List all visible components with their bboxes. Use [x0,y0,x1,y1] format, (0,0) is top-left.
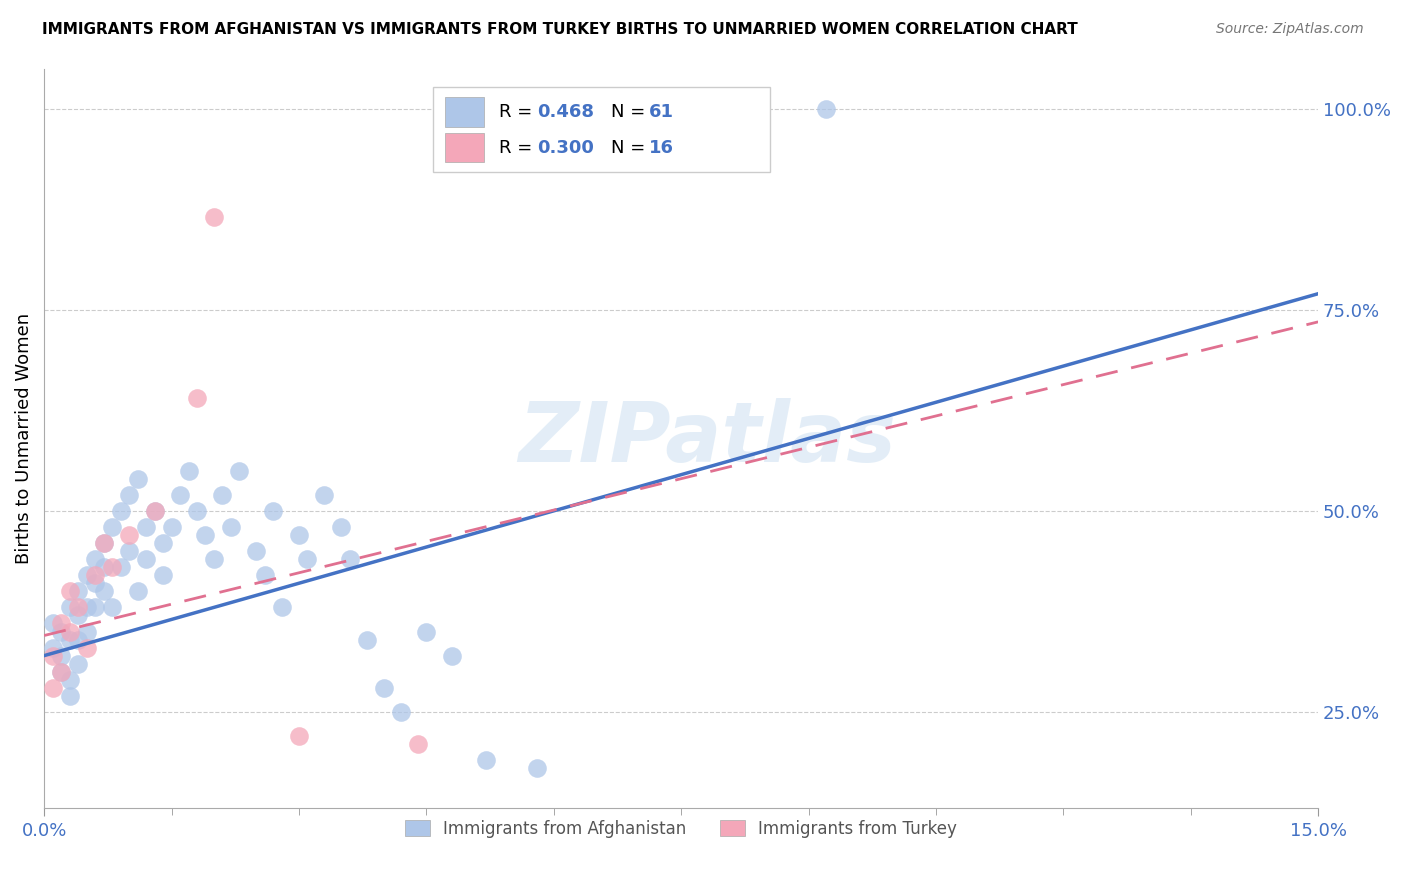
Point [118,528,141,542]
Point [127,472,149,486]
Point [84,600,107,615]
Point [271,600,294,615]
Point [288,528,311,542]
Point [135,552,157,566]
Point [186,391,208,405]
Y-axis label: Births to Unmarried Women: Births to Unmarried Women [15,313,32,564]
Point [67,632,90,647]
Point [152,568,174,582]
Point [101,560,124,574]
Point [177,464,200,478]
Point [41,616,63,631]
FancyBboxPatch shape [446,133,484,162]
Point [143,504,166,518]
Point [202,211,225,225]
Point [41,681,63,695]
Point [440,648,463,663]
Point [415,624,437,639]
Point [76,600,98,615]
Point [135,520,157,534]
Text: N =: N = [612,138,651,157]
Point [356,632,378,647]
Point [58,600,80,615]
Point [194,528,217,542]
FancyBboxPatch shape [446,97,484,127]
Point [110,504,132,518]
Text: Source: ZipAtlas.com: Source: ZipAtlas.com [1216,22,1364,37]
Point [101,600,124,615]
Point [297,552,319,566]
Point [406,737,429,751]
Point [118,544,141,558]
Point [49,648,72,663]
Point [373,681,395,695]
FancyBboxPatch shape [433,87,770,172]
Point [58,584,80,599]
Text: R =: R = [499,138,538,157]
Text: 0.468: 0.468 [537,103,595,121]
Point [228,464,250,478]
Point [253,568,276,582]
Point [49,624,72,639]
Text: R =: R = [499,103,538,121]
Point [186,504,208,518]
Point [67,608,90,623]
Point [49,665,72,679]
Text: 0.300: 0.300 [537,138,593,157]
Legend: Immigrants from Afghanistan, Immigrants from Turkey: Immigrants from Afghanistan, Immigrants … [398,814,965,845]
Point [67,657,90,671]
Point [526,761,548,775]
Point [211,488,233,502]
Point [76,624,98,639]
Point [339,552,361,566]
Point [330,520,353,534]
Point [475,753,498,767]
Text: N =: N = [612,103,651,121]
Point [67,584,90,599]
Point [314,488,336,502]
Point [288,729,311,743]
Point [58,689,80,703]
Point [84,576,107,591]
Point [110,560,132,574]
Point [84,552,107,566]
Point [245,544,267,558]
Text: 61: 61 [650,103,675,121]
Text: 16: 16 [650,138,675,157]
Point [93,560,115,574]
Point [67,600,90,615]
Text: ZIPatlas: ZIPatlas [517,398,896,479]
Point [58,673,80,687]
Text: IMMIGRANTS FROM AFGHANISTAN VS IMMIGRANTS FROM TURKEY BIRTHS TO UNMARRIED WOMEN : IMMIGRANTS FROM AFGHANISTAN VS IMMIGRANT… [42,22,1078,37]
Point [58,632,80,647]
Point [93,584,115,599]
Point [160,520,183,534]
Point [49,616,72,631]
Point [118,488,141,502]
Point [93,536,115,550]
Point [262,504,284,518]
Point [219,520,242,534]
Point [41,648,63,663]
Point [127,584,149,599]
Point [49,665,72,679]
Point [76,640,98,655]
Point [389,705,412,719]
Point [814,102,837,116]
Point [76,568,98,582]
Point [58,624,80,639]
Point [143,504,166,518]
Point [152,536,174,550]
Point [41,640,63,655]
Point [93,536,115,550]
Point [169,488,191,502]
Point [101,520,124,534]
Point [202,552,225,566]
Point [84,568,107,582]
